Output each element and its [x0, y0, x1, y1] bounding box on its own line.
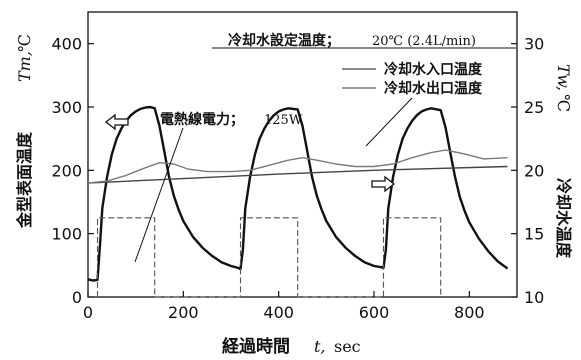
- y-left-tick-label: 300: [51, 98, 82, 117]
- x-symbol: t,: [314, 337, 326, 356]
- y-right-tick-label: 25: [524, 98, 544, 117]
- x-tick-label: 200: [168, 303, 199, 322]
- y-right-tick-label: 30: [524, 35, 544, 54]
- x-tick-label: 600: [359, 303, 390, 322]
- y-right-unit: ℃: [554, 94, 573, 112]
- y-left-unit: ℃: [15, 34, 34, 52]
- power-value: 125W: [264, 113, 303, 128]
- y-left-tick-label: 400: [51, 35, 82, 54]
- y-right-tick-label: 15: [524, 225, 544, 244]
- legend-outlet: 冷却水出口温度: [384, 80, 483, 97]
- y-left-symbol-group: Tm, ℃: [15, 34, 34, 82]
- series-line-3: [96, 217, 442, 298]
- x-tick-label: 800: [454, 303, 485, 322]
- outlet-leader: [365, 97, 413, 147]
- x-unit: sec: [334, 337, 361, 356]
- series-line-0: [87, 105, 509, 282]
- y-right-symbol-group: Tw, ℃: [554, 64, 573, 112]
- y-left-tick-label: 0: [72, 288, 82, 307]
- series-layer: [87, 105, 509, 298]
- setting-value: 20℃ (2.4L/min): [372, 34, 476, 49]
- y-right-symbol: Tw,: [554, 64, 573, 91]
- series-line-2: [87, 149, 508, 184]
- series-line-1: [87, 165, 508, 184]
- y-right-title: 冷却水温度: [554, 178, 573, 259]
- ticks-layer: 0 200 400 600 800 0 100 200 300 400 10 15 20 25 30: [51, 35, 544, 322]
- y-left-tick-label: 200: [51, 161, 82, 180]
- y-left-label: 金型表面温度: [15, 131, 34, 229]
- setting-label: 冷却水設定温度；: [228, 32, 340, 49]
- y-right-tick-label: 10: [524, 288, 544, 307]
- y-left-symbol: Tm,: [15, 51, 34, 82]
- power-leader: [134, 127, 184, 263]
- y-right-tick-label: 20: [524, 161, 544, 180]
- legend-inlet: 冷却水入口温度: [384, 61, 483, 78]
- y-right-label: 冷却水温度: [554, 178, 573, 259]
- y-left-title: 金型表面温度: [15, 131, 34, 229]
- right-arrow-icon: [371, 175, 396, 193]
- x-tick-label: 400: [263, 303, 294, 322]
- power-label: 電熱線電力；: [160, 111, 244, 128]
- x-tick-label: 0: [83, 303, 93, 322]
- x-label: 経過時間: [222, 336, 290, 357]
- left-arrow-icon: [104, 113, 129, 131]
- y-left-tick-label: 100: [51, 225, 82, 244]
- plot-frame: [87, 11, 518, 298]
